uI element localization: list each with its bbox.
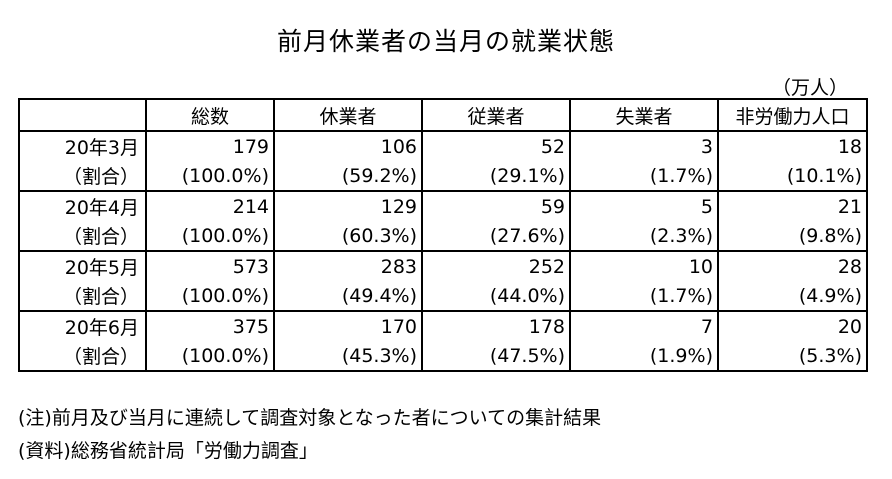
table-row-ratios: （割合） (100.0%) (60.3%) (27.6%) (2.3%) (9.… (18, 221, 868, 252)
source-line: (資料)総務省統計局「労働力調査」 (18, 440, 318, 462)
ratio-cell: (1.7%) (569, 281, 719, 312)
note-line: (注)前月及び当月に連続して調査対象となった者についての集計結果 (18, 407, 602, 429)
value-cell: 28 (717, 250, 868, 281)
table-row-values: 20年6月 375 170 178 7 20 (18, 310, 868, 341)
ratio-cell: (45.3%) (273, 341, 423, 372)
table-row-values: 20年3月 179 106 52 3 18 (18, 130, 868, 161)
header-cell-not-in-labor-force: 非労働力人口 (717, 98, 868, 132)
value-cell: 21 (717, 190, 868, 221)
ratio-cell: (2.3%) (569, 221, 719, 252)
value-cell: 10 (569, 250, 719, 281)
ratio-cell: (59.2%) (273, 161, 423, 192)
value-cell: 59 (421, 190, 571, 221)
header-cell-total: 総数 (145, 98, 275, 132)
ratio-cell: (1.7%) (569, 161, 719, 192)
ratio-cell: (5.3%) (717, 341, 868, 372)
ratio-cell: (9.8%) (717, 221, 868, 252)
header-row: 総数 休業者 従業者 失業者 非労働力人口 (18, 98, 868, 132)
ratio-cell: (1.9%) (569, 341, 719, 372)
ratio-cell: (100.0%) (145, 281, 275, 312)
table-row-values: 20年5月 573 283 252 10 28 (18, 250, 868, 281)
footnotes: (注)前月及び当月に連続して調査対象となった者についての集計結果 (資料)総務省… (18, 402, 601, 468)
header-cell-employed: 従業者 (421, 98, 571, 132)
month-label: 20年6月 (18, 310, 147, 341)
ratio-label: （割合） (18, 161, 147, 192)
value-cell: 106 (273, 130, 423, 161)
ratio-cell: (29.1%) (421, 161, 571, 192)
ratio-cell: (27.6%) (421, 221, 571, 252)
stats-table: 総数 休業者 従業者 失業者 非労働力人口 20年3月 179 106 52 3… (18, 98, 868, 372)
header-cell-unemployed: 失業者 (569, 98, 719, 132)
ratio-cell: (49.4%) (273, 281, 423, 312)
value-cell: 214 (145, 190, 275, 221)
ratio-cell: (60.3%) (273, 221, 423, 252)
value-cell: 283 (273, 250, 423, 281)
month-label: 20年3月 (18, 130, 147, 161)
table-row-ratios: （割合） (100.0%) (45.3%) (47.5%) (1.9%) (5.… (18, 341, 868, 372)
value-cell: 7 (569, 310, 719, 341)
ratio-label: （割合） (18, 341, 147, 372)
month-label: 20年5月 (18, 250, 147, 281)
ratio-cell: (4.9%) (717, 281, 868, 312)
ratio-cell: (100.0%) (145, 341, 275, 372)
value-cell: 179 (145, 130, 275, 161)
value-cell: 170 (273, 310, 423, 341)
table-row-ratios: （割合） (100.0%) (59.2%) (29.1%) (1.7%) (10… (18, 161, 868, 192)
header-cell-corner (18, 98, 147, 132)
value-cell: 18 (717, 130, 868, 161)
table-row-values: 20年4月 214 129 59 5 21 (18, 190, 868, 221)
ratio-cell: (44.0%) (421, 281, 571, 312)
header-cell-furloughed: 休業者 (273, 98, 423, 132)
ratio-cell: (10.1%) (717, 161, 868, 192)
ratio-cell: (100.0%) (145, 221, 275, 252)
page-title: 前月休業者の当月の就業状態 (276, 27, 615, 56)
value-cell: 573 (145, 250, 275, 281)
value-cell: 252 (421, 250, 571, 281)
ratio-cell: (100.0%) (145, 161, 275, 192)
table-row-ratios: （割合） (100.0%) (49.4%) (44.0%) (1.7%) (4.… (18, 281, 868, 312)
value-cell: 20 (717, 310, 868, 341)
month-label: 20年4月 (18, 190, 147, 221)
unit-label: （万人） (772, 77, 849, 99)
ratio-label: （割合） (18, 281, 147, 312)
value-cell: 178 (421, 310, 571, 341)
value-cell: 5 (569, 190, 719, 221)
value-cell: 52 (421, 130, 571, 161)
value-cell: 3 (569, 130, 719, 161)
ratio-cell: (47.5%) (421, 341, 571, 372)
value-cell: 375 (145, 310, 275, 341)
value-cell: 129 (273, 190, 423, 221)
ratio-label: （割合） (18, 221, 147, 252)
